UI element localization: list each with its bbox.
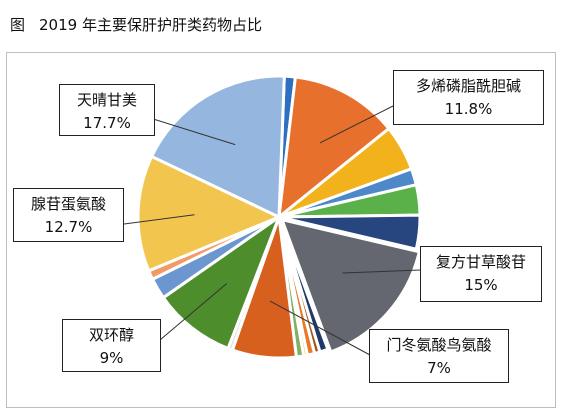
- leader-line: [149, 117, 236, 146]
- callout-xiangan: 腺苷蛋氨酸 12.7%: [13, 188, 124, 242]
- leader-line: [319, 104, 396, 144]
- label-pct: 7%: [427, 359, 451, 377]
- label-pct: 17.7%: [83, 114, 131, 132]
- callout-tianqing: 天晴甘美 17.7%: [59, 84, 155, 136]
- callout-shuanghuan: 双环醇 9%: [62, 319, 161, 372]
- pie-slice: [278, 213, 422, 251]
- label-pct: 11.8%: [444, 100, 493, 118]
- pie-slice: [279, 217, 422, 354]
- label-name: 门冬氨酸鸟氨酸: [386, 336, 492, 354]
- pie-slice: [161, 212, 283, 351]
- figure-title-text: 2019 年主要保肝护肝类药物占比: [39, 16, 262, 34]
- label-name: 腺苷蛋氨酸: [30, 195, 106, 213]
- label-name: 双环醇: [88, 326, 134, 344]
- leader-line: [123, 214, 195, 225]
- pie-slice: [277, 75, 391, 221]
- label-name: 多烯磷脂酰胆碱: [415, 77, 521, 95]
- label-pct: 9%: [99, 349, 124, 367]
- callout-mendong: 门冬氨酸鸟氨酸 7%: [369, 329, 509, 383]
- label-name: 天晴甘美: [76, 91, 137, 109]
- leader-line: [342, 269, 421, 274]
- pie-slice: [149, 74, 286, 220]
- label-pct: 12.7%: [44, 218, 93, 236]
- label-pct: 15%: [464, 276, 498, 294]
- callout-duoxi: 多烯磷脂酰胆碱 11.8%: [393, 70, 544, 125]
- leader-line: [159, 283, 228, 341]
- leader-line: [269, 300, 371, 356]
- pie-slice: [136, 154, 283, 273]
- figure-title: 图 2019 年主要保肝护肝类药物占比: [10, 14, 262, 35]
- label-name: 复方甘草酸苷: [435, 253, 526, 271]
- callout-fufang: 复方甘草酸苷 15%: [420, 246, 542, 302]
- figure-label: 图: [10, 16, 26, 34]
